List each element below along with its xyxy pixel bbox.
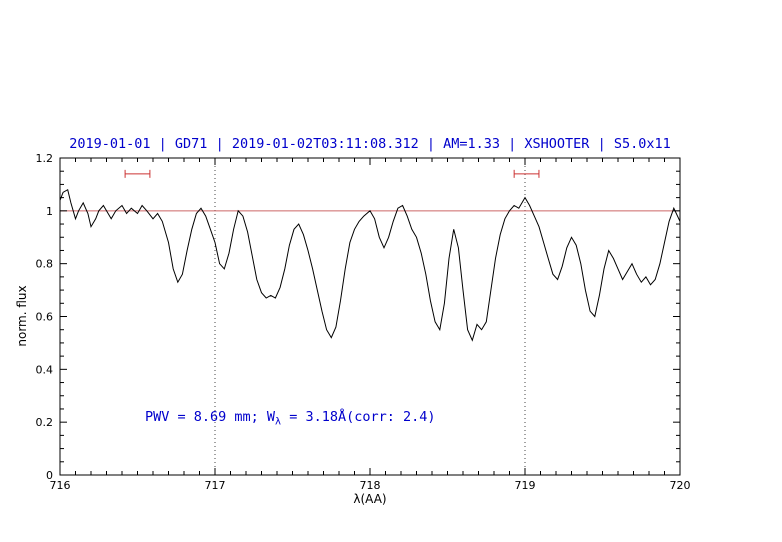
- x-tick-label: 718: [360, 479, 381, 492]
- x-tick-label: 716: [50, 479, 71, 492]
- pwv-annotation: PWV = 8.69 mm; Wλ = 3.18Å(corr: 2.4): [145, 409, 436, 428]
- y-tick-label: 0.4: [36, 363, 54, 376]
- y-tick-label: 0.8: [36, 258, 54, 271]
- y-tick-label: 1.2: [36, 152, 54, 165]
- plot-title-text: 2019-01-01 | GD71 | 2019-01-02T03:11:08.…: [69, 136, 671, 152]
- y-axis-label: norm. flux: [15, 285, 29, 347]
- pwv-annotation-sub: λ: [275, 416, 282, 428]
- x-tick-label: 720: [670, 479, 691, 492]
- x-axis-label: λ(AA): [353, 492, 387, 506]
- pwv-annotation-suffix: = 3.18Å(corr: 2.4): [281, 409, 436, 425]
- y-tick-label: 1: [46, 205, 53, 218]
- y-tick-label: 0.2: [36, 416, 54, 429]
- spectrum-line: [59, 188, 681, 342]
- x-tick-label: 719: [515, 479, 536, 492]
- plot-title: 2019-01-01 | GD71 | 2019-01-02T03:11:08.…: [40, 136, 700, 152]
- y-tick-label: 0: [46, 469, 53, 482]
- x-tick-label: 717: [205, 479, 226, 492]
- y-tick-label: 0.6: [36, 311, 54, 324]
- pwv-annotation-prefix: PWV = 8.69 mm; W: [145, 409, 276, 425]
